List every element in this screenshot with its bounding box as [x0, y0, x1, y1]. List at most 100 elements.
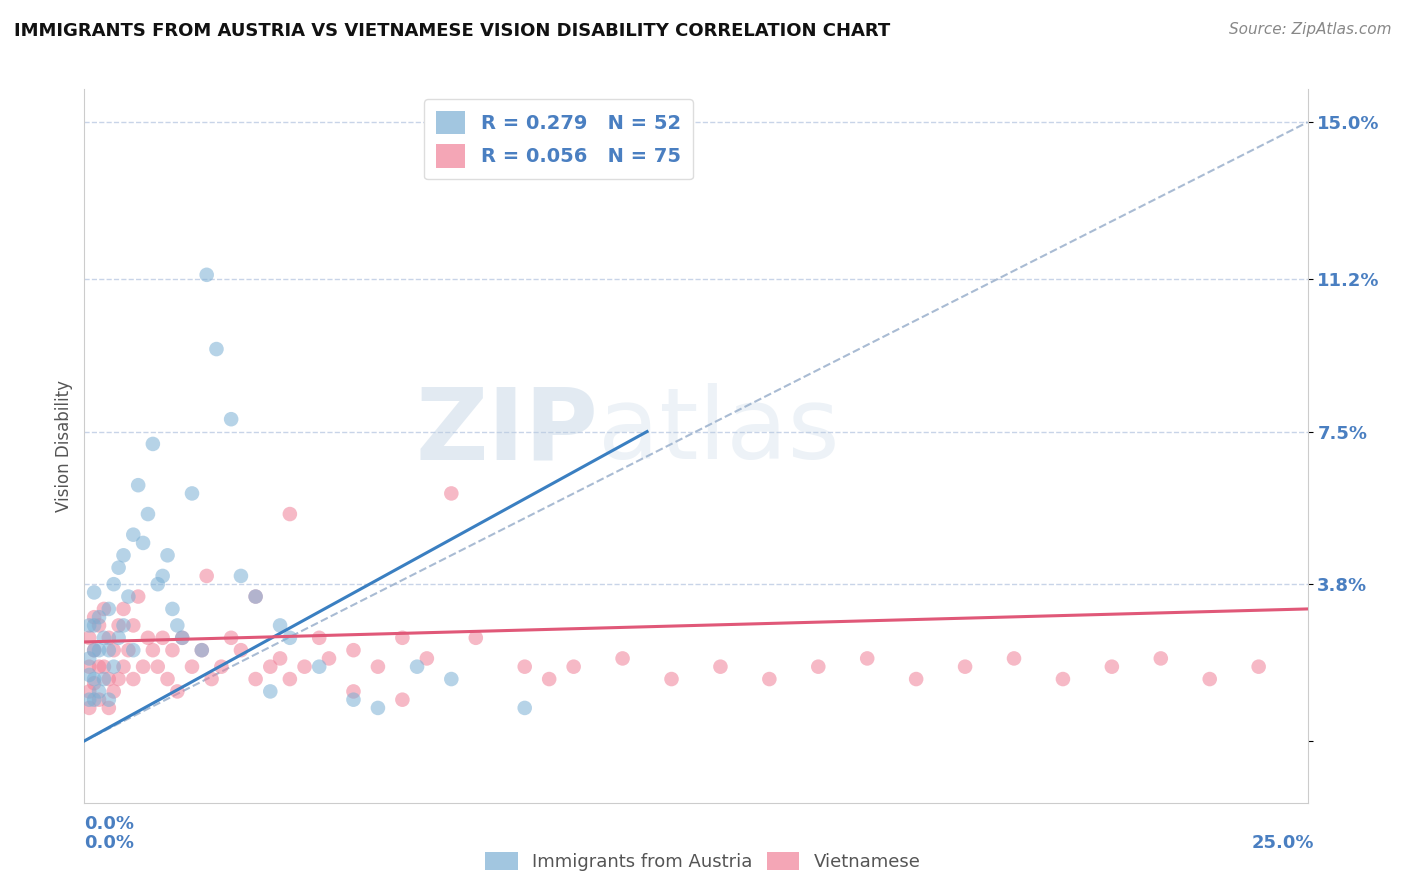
Point [112, 659, 135, 673]
Point [117, 643, 139, 657]
Point [83, 643, 105, 657]
Point [416, 651, 439, 665]
Text: atlas: atlas [598, 384, 839, 480]
Point [146, 659, 169, 673]
Point [97, 631, 120, 645]
Point [391, 692, 413, 706]
Point [93, 631, 115, 645]
Point [87, 618, 110, 632]
Point [195, 268, 218, 282]
Point [136, 631, 159, 645]
Point [278, 672, 301, 686]
Point [807, 659, 830, 673]
Point [142, 643, 165, 657]
Point [562, 659, 585, 673]
Point [122, 527, 145, 541]
Point [162, 643, 184, 657]
Point [181, 486, 204, 500]
Point [1052, 672, 1074, 686]
Point [156, 549, 179, 563]
Point [195, 569, 218, 583]
Point [440, 486, 463, 500]
Point [245, 672, 267, 686]
Point [132, 536, 155, 550]
Point [229, 569, 252, 583]
Point [146, 577, 169, 591]
Point [83, 676, 105, 690]
Point [97, 602, 120, 616]
Point [83, 618, 105, 632]
Point [97, 672, 120, 686]
Point [77, 668, 100, 682]
Point [97, 692, 120, 706]
Point [308, 631, 330, 645]
Point [278, 631, 301, 645]
Point [142, 437, 165, 451]
Point [107, 631, 129, 645]
Point [229, 643, 252, 657]
Text: ZIP: ZIP [415, 384, 598, 480]
Point [181, 659, 204, 673]
Y-axis label: Vision Disability: Vision Disability [55, 380, 73, 512]
Point [112, 602, 135, 616]
Point [905, 672, 928, 686]
Point [191, 643, 214, 657]
Point [162, 602, 184, 616]
Legend: Immigrants from Austria, Vietnamese: Immigrants from Austria, Vietnamese [478, 845, 928, 879]
Point [1002, 651, 1025, 665]
Point [112, 549, 135, 563]
Point [83, 672, 105, 686]
Point [166, 618, 188, 632]
Point [152, 569, 174, 583]
Point [856, 651, 879, 665]
Point [87, 684, 110, 698]
Point [953, 659, 976, 673]
Text: 0.0%: 0.0% [84, 815, 135, 833]
Point [538, 672, 561, 686]
Point [77, 692, 100, 706]
Point [367, 659, 389, 673]
Point [1101, 659, 1123, 673]
Point [205, 342, 228, 356]
Point [391, 631, 413, 645]
Point [122, 672, 145, 686]
Point [77, 701, 100, 715]
Point [83, 643, 105, 657]
Point [103, 577, 125, 591]
Text: IMMIGRANTS FROM AUSTRIA VS VIETNAMESE VISION DISABILITY CORRELATION CHART: IMMIGRANTS FROM AUSTRIA VS VIETNAMESE VI… [14, 22, 890, 40]
Point [191, 643, 214, 657]
Point [513, 659, 536, 673]
Point [269, 651, 291, 665]
Point [172, 631, 194, 645]
Point [112, 618, 135, 632]
Point [122, 618, 145, 632]
Point [127, 478, 149, 492]
Point [318, 651, 340, 665]
Point [103, 643, 125, 657]
Point [342, 643, 364, 657]
Point [661, 672, 683, 686]
Point [259, 659, 281, 673]
Point [93, 672, 115, 686]
Point [1198, 672, 1220, 686]
Point [83, 585, 105, 599]
Point [87, 659, 110, 673]
Point [219, 412, 242, 426]
Point [269, 618, 291, 632]
Point [107, 672, 129, 686]
Point [612, 651, 634, 665]
Point [278, 507, 301, 521]
Point [245, 590, 267, 604]
Point [107, 560, 129, 574]
Point [294, 659, 316, 673]
Point [219, 631, 242, 645]
Point [156, 672, 179, 686]
Point [209, 659, 232, 673]
Point [308, 659, 330, 673]
Point [132, 659, 155, 673]
Point [152, 631, 174, 645]
Point [103, 659, 125, 673]
Point [77, 618, 100, 632]
Point [513, 701, 536, 715]
Point [172, 631, 194, 645]
